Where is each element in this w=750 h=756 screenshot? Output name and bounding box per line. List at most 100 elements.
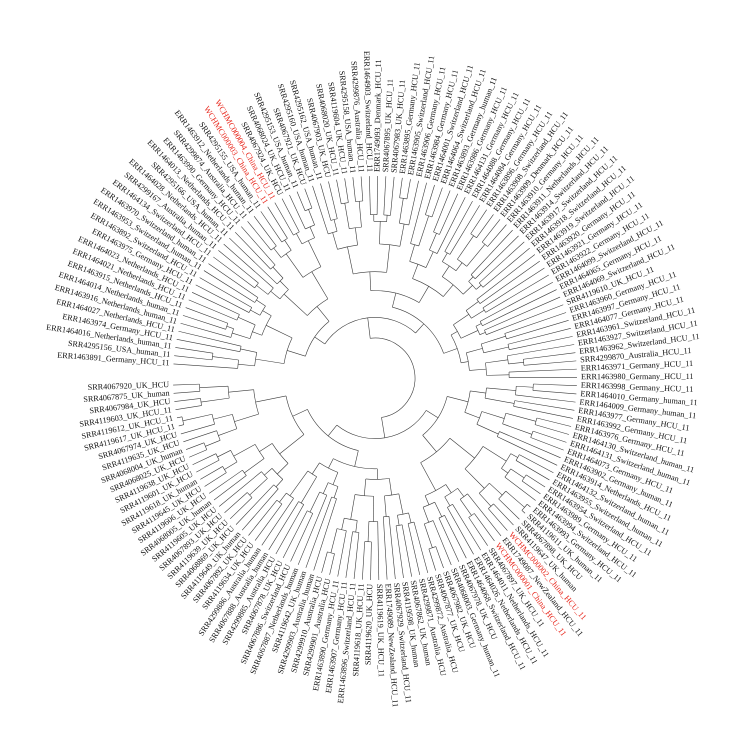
tree-branch <box>205 440 221 447</box>
tree-arc <box>475 326 481 335</box>
tree-branch <box>438 517 460 562</box>
tree-branch <box>344 178 349 203</box>
tree-branch <box>509 336 573 351</box>
tree-branch <box>189 449 207 458</box>
tree-branch <box>344 203 350 229</box>
tree-branch <box>217 450 231 458</box>
tree-branch <box>234 232 271 270</box>
tree-arc <box>522 359 525 366</box>
tree-branch <box>481 219 501 243</box>
tree-branch <box>424 495 430 505</box>
tree-branch <box>226 325 234 329</box>
tree-arc <box>466 352 470 371</box>
tree-arc <box>521 504 528 511</box>
tree-branch <box>256 299 266 307</box>
tree-branch <box>523 360 577 366</box>
tree-branch <box>475 323 482 327</box>
tree-arc <box>267 287 274 295</box>
tree-branch <box>199 277 252 308</box>
tree-branch <box>260 211 283 243</box>
tree-branch <box>408 180 419 226</box>
tree-arc <box>502 413 507 424</box>
tree-branch <box>333 219 338 232</box>
tree-branch <box>476 284 482 290</box>
tree-branch <box>507 344 575 357</box>
tree-branch <box>436 197 466 254</box>
tree-branch <box>499 431 561 459</box>
tree-branch <box>247 221 272 251</box>
tree-branch <box>328 458 334 469</box>
tree-branch <box>267 206 288 239</box>
tree-branch <box>478 241 525 284</box>
tree-branch <box>479 332 486 335</box>
tree-branch <box>513 406 573 419</box>
tree-branch <box>200 397 230 403</box>
tree-branch <box>370 541 372 580</box>
tree-branch <box>289 194 306 230</box>
tree-arc <box>420 438 451 463</box>
tree-branch <box>218 428 237 436</box>
tree-branch <box>505 412 537 422</box>
tip-label: ERR1464903_Switzerland_HCU_11 <box>362 51 374 172</box>
tree-branch <box>176 416 183 419</box>
tree-branch <box>484 296 561 331</box>
tree-branch <box>506 320 569 340</box>
tree-branch <box>431 187 443 218</box>
tree-arc <box>248 307 253 313</box>
tree-branch <box>345 531 353 578</box>
tree-branch <box>533 383 577 386</box>
tree-branch <box>176 339 240 352</box>
tree-branch <box>173 391 200 394</box>
tree-branch <box>447 396 469 403</box>
tree-branch <box>468 276 474 282</box>
tree-arc <box>410 243 419 247</box>
tree-branch <box>350 494 356 520</box>
tree-branch <box>474 513 495 542</box>
tree-branch <box>321 551 328 573</box>
tree-branch <box>250 309 261 316</box>
tree-branch <box>223 243 274 289</box>
tree-branch <box>244 458 265 474</box>
tree-branch <box>441 265 450 277</box>
tree-branch <box>178 330 242 347</box>
tree-branch <box>444 515 467 559</box>
tree-branch <box>413 522 429 574</box>
tree-branch <box>426 410 439 419</box>
tree-branch <box>443 348 458 354</box>
tree-arc <box>242 470 247 476</box>
tree-branch <box>183 430 217 443</box>
tree-branch <box>422 435 437 453</box>
tree-arc <box>225 323 229 330</box>
tree-arc <box>236 314 240 321</box>
tree-branch <box>521 480 541 495</box>
tree-branch <box>229 237 278 285</box>
tree-arc <box>498 490 507 500</box>
tree-arc <box>324 317 416 345</box>
tree-branch <box>449 205 480 255</box>
tree-branch <box>341 518 345 530</box>
tree-arc <box>412 278 444 297</box>
tree-branch <box>442 252 448 262</box>
tree-branch <box>418 215 429 247</box>
tree-branch <box>410 182 427 244</box>
tree-branch <box>478 493 492 507</box>
tree-branch <box>508 361 524 365</box>
tree-branch <box>412 264 419 279</box>
tree-branch <box>515 460 550 481</box>
tree-branch <box>195 284 250 313</box>
tree-arc <box>249 324 256 339</box>
tree-branch <box>199 385 229 389</box>
tree-branch <box>444 200 473 252</box>
tree-arc <box>424 520 434 525</box>
tip-label: ERR1749093_Denmark_HCU_11 <box>373 59 383 172</box>
tree-branch <box>228 389 254 393</box>
tree-branch <box>320 183 332 221</box>
tree-branch <box>392 293 397 308</box>
tree-branch <box>493 503 514 526</box>
tree-branch <box>355 227 358 246</box>
tree-branch <box>289 470 309 496</box>
tree-arc <box>276 499 283 505</box>
tree-branch <box>504 312 567 334</box>
tree-branch <box>526 474 546 488</box>
tree-branch <box>290 513 314 562</box>
